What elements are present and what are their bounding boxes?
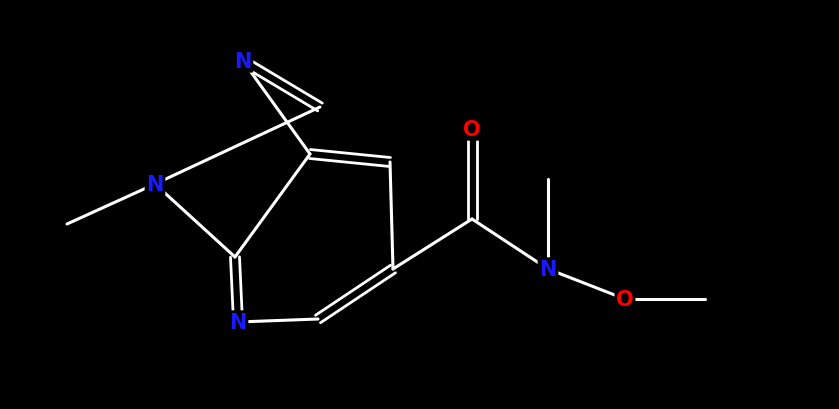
Text: N: N — [234, 52, 252, 72]
Text: N: N — [229, 312, 247, 332]
Text: N: N — [146, 175, 164, 195]
Text: O: O — [463, 120, 481, 139]
Text: N: N — [539, 259, 557, 279]
Text: O: O — [616, 289, 633, 309]
